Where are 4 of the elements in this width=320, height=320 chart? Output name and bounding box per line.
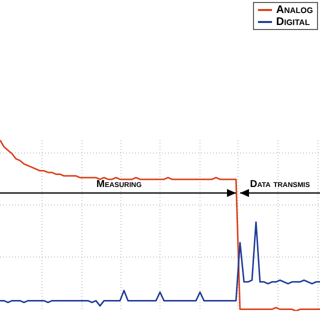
legend-label: Analog xyxy=(276,4,313,16)
legend-label: Digital xyxy=(276,16,310,28)
annotation: Measuring xyxy=(96,179,142,190)
annotation: Data transmis xyxy=(250,179,310,190)
